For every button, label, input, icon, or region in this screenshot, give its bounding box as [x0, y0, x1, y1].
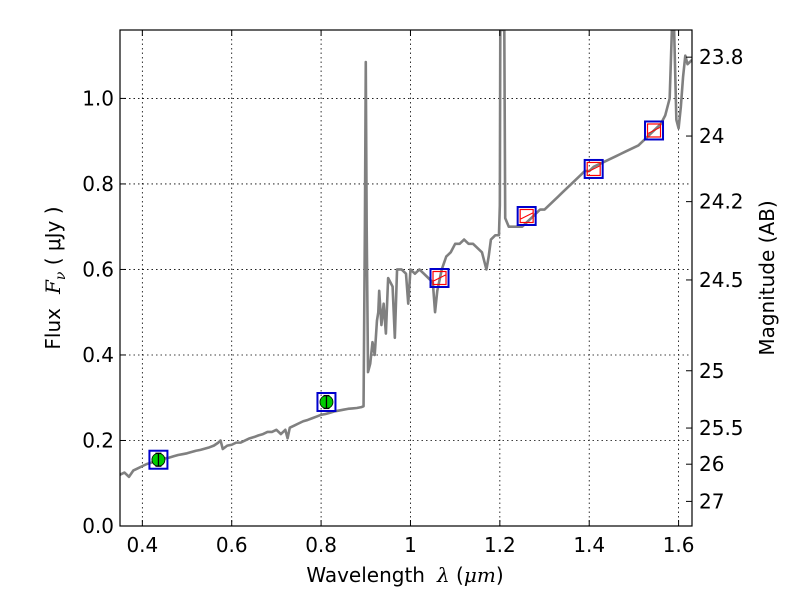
- model-flux-box: [644, 120, 665, 141]
- photometry-marker: [519, 208, 534, 224]
- mag-tick-label: 26: [699, 452, 724, 476]
- mag-tick-label: 24.5: [699, 268, 744, 292]
- mag-tick-label: 24.2: [699, 190, 744, 214]
- photometry-point-phot-1.26: [516, 206, 537, 226]
- y-tick-label: 0.4: [82, 343, 114, 367]
- y-axis-title: FluxFν ( μJy ): [41, 206, 69, 349]
- mag-tick-label: 24: [699, 124, 724, 148]
- mag-tick-label: 25.5: [699, 416, 744, 440]
- y-tick-label: 1.0: [82, 86, 114, 110]
- photometry-marker: [432, 270, 447, 286]
- photometry-marker-slash: [433, 274, 446, 282]
- photometry-point-phot-1.54: [644, 120, 665, 141]
- mag-tick-label: 25: [699, 359, 724, 383]
- x-tick-label: 1: [404, 533, 417, 557]
- x-axis-title: Wavelength λ (μm): [306, 563, 503, 587]
- model-flux-box: [516, 206, 537, 226]
- x-axis-unit: μm: [464, 563, 496, 587]
- mag-tick-label: 23.8: [699, 45, 744, 69]
- x-tick-label: 0.6: [216, 533, 248, 557]
- y-tick-label: 0.2: [82, 428, 114, 452]
- photometry-point-phot-1.06: [429, 268, 450, 288]
- photometry-point-phot-0.44: [148, 449, 169, 470]
- photometry-marker-slash: [647, 127, 661, 134]
- x-tick-label: 1.6: [663, 533, 695, 557]
- right-axis-title: Magnitude (AB): [755, 200, 779, 355]
- spectrum-line: [120, 30, 692, 479]
- y-tick-label: 0.8: [82, 172, 114, 196]
- model-flux-box: [429, 268, 450, 288]
- x-tick-label: 1.4: [573, 533, 605, 557]
- model-flux-box: [316, 392, 337, 412]
- y-axis-unit: μJy: [41, 220, 65, 251]
- y-tick-label: 0.0: [82, 514, 114, 538]
- x-tick-label: 0.8: [305, 533, 337, 557]
- mag-tick-label: 27: [699, 489, 724, 513]
- photometry-point-phot-0.81: [316, 392, 337, 412]
- plot-frame: [119, 29, 693, 527]
- photometry-marker-slash: [520, 212, 533, 220]
- y-tick-label: 0.6: [82, 257, 114, 281]
- model-flux-box: [583, 158, 604, 179]
- spectrum-layer: [120, 30, 692, 479]
- photometry-marker-slash: [587, 165, 600, 173]
- photometry-layer: [148, 120, 665, 470]
- photometry-marker: [646, 123, 662, 138]
- model-flux-box: [148, 449, 169, 470]
- axes-ticks: 0.4 0.6 0.8 1 1.2 1.4 1.6 0.0 0.2 0.4 0.6 0.8 1.0 23.…: [82, 30, 744, 557]
- photometry-point-phot-1.41: [583, 158, 604, 179]
- x-tick-label: 0.4: [126, 533, 158, 557]
- x-tick-label: 1.2: [484, 533, 516, 557]
- photometry-marker: [586, 161, 601, 177]
